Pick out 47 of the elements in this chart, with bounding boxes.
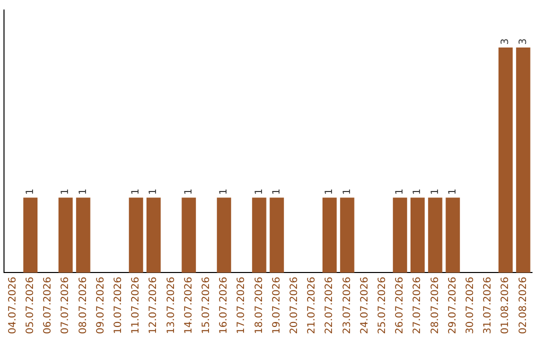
data-label: 1 xyxy=(342,188,353,195)
x-tick-label: 12.07.2026 xyxy=(148,276,160,334)
data-label: 1 xyxy=(78,188,89,195)
x-tick-label: 29.07.2026 xyxy=(447,276,458,334)
x-tick-label: 24.07.2026 xyxy=(359,276,370,334)
data-label: 1 xyxy=(130,188,142,195)
x-tick-label: 05.07.2026 xyxy=(24,276,36,334)
x-tick-label: 15.07.2026 xyxy=(200,276,212,334)
x-tick-label: 28.07.2026 xyxy=(430,276,441,334)
data-label: 1 xyxy=(24,188,36,195)
x-tick-label: 18.07.2026 xyxy=(254,276,265,334)
data-label: 3 xyxy=(500,38,512,45)
x-tick-label: 14.07.2026 xyxy=(183,276,194,334)
x-tick-label: 26.07.2026 xyxy=(394,276,406,334)
data-label: 3 xyxy=(518,38,529,45)
x-tick-label: 11.07.2026 xyxy=(130,276,142,334)
x-tick-label: 20.07.2026 xyxy=(288,276,300,334)
data-label: 1 xyxy=(183,188,194,195)
x-tick-label: 21.07.2026 xyxy=(306,276,318,334)
x-tick-label: 09.07.2026 xyxy=(95,276,106,334)
data-label: 1 xyxy=(218,188,230,195)
data-label: 1 xyxy=(271,188,282,195)
data-label: 1 xyxy=(394,188,406,195)
x-tick-label: 07.07.2026 xyxy=(60,276,72,334)
data-label: 1 xyxy=(254,188,265,195)
x-tick-label: 02.08.2026 xyxy=(518,276,529,334)
x-tick-label: 04.07.2026 xyxy=(7,276,18,334)
data-label: 1 xyxy=(430,188,441,195)
data-label: 1 xyxy=(324,188,336,195)
x-tick-label: 25.07.2026 xyxy=(376,276,388,334)
x-tick-label: 13.07.2026 xyxy=(166,276,177,334)
x-tick-label: 23.07.2026 xyxy=(342,276,353,334)
x-tick-label: 31.07.2026 xyxy=(482,276,494,334)
data-label: 1 xyxy=(60,188,72,195)
x-tick-label: 30.07.2026 xyxy=(464,276,476,334)
data-label: 1 xyxy=(447,188,458,195)
data-label: 1 xyxy=(412,188,424,195)
x-tick-label: 06.07.2026 xyxy=(42,276,54,334)
x-tick-label: 19.07.2026 xyxy=(271,276,282,334)
x-tick-label: 01.08.2026 xyxy=(500,276,512,334)
x-tick-label: 16.07.2026 xyxy=(218,276,230,334)
x-tick-label: 10.07.2026 xyxy=(112,276,124,334)
x-tick-label: 17.07.2026 xyxy=(236,276,248,334)
x-tick-label: 08.07.2026 xyxy=(78,276,89,334)
x-tick-label: 22.07.2026 xyxy=(324,276,336,334)
x-tick-label: 27.07.2026 xyxy=(412,276,424,334)
data-label: 1 xyxy=(148,188,160,195)
